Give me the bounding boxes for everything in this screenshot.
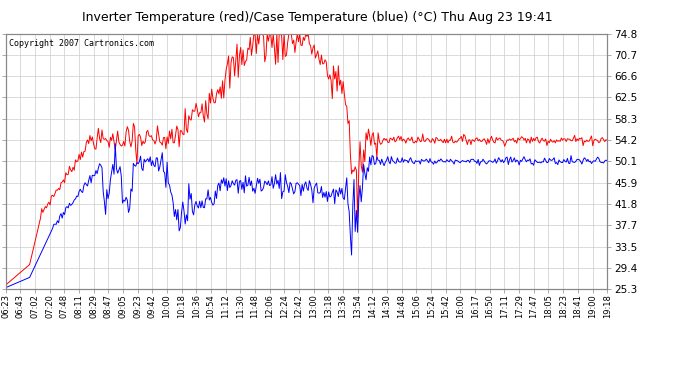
Text: Copyright 2007 Cartronics.com: Copyright 2007 Cartronics.com bbox=[8, 39, 154, 48]
Text: Inverter Temperature (red)/Case Temperature (blue) (°C) Thu Aug 23 19:41: Inverter Temperature (red)/Case Temperat… bbox=[82, 11, 553, 24]
